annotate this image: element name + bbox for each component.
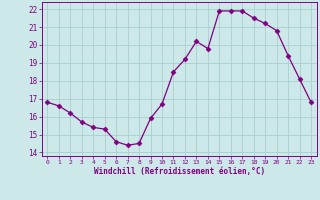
X-axis label: Windchill (Refroidissement éolien,°C): Windchill (Refroidissement éolien,°C) — [94, 167, 265, 176]
